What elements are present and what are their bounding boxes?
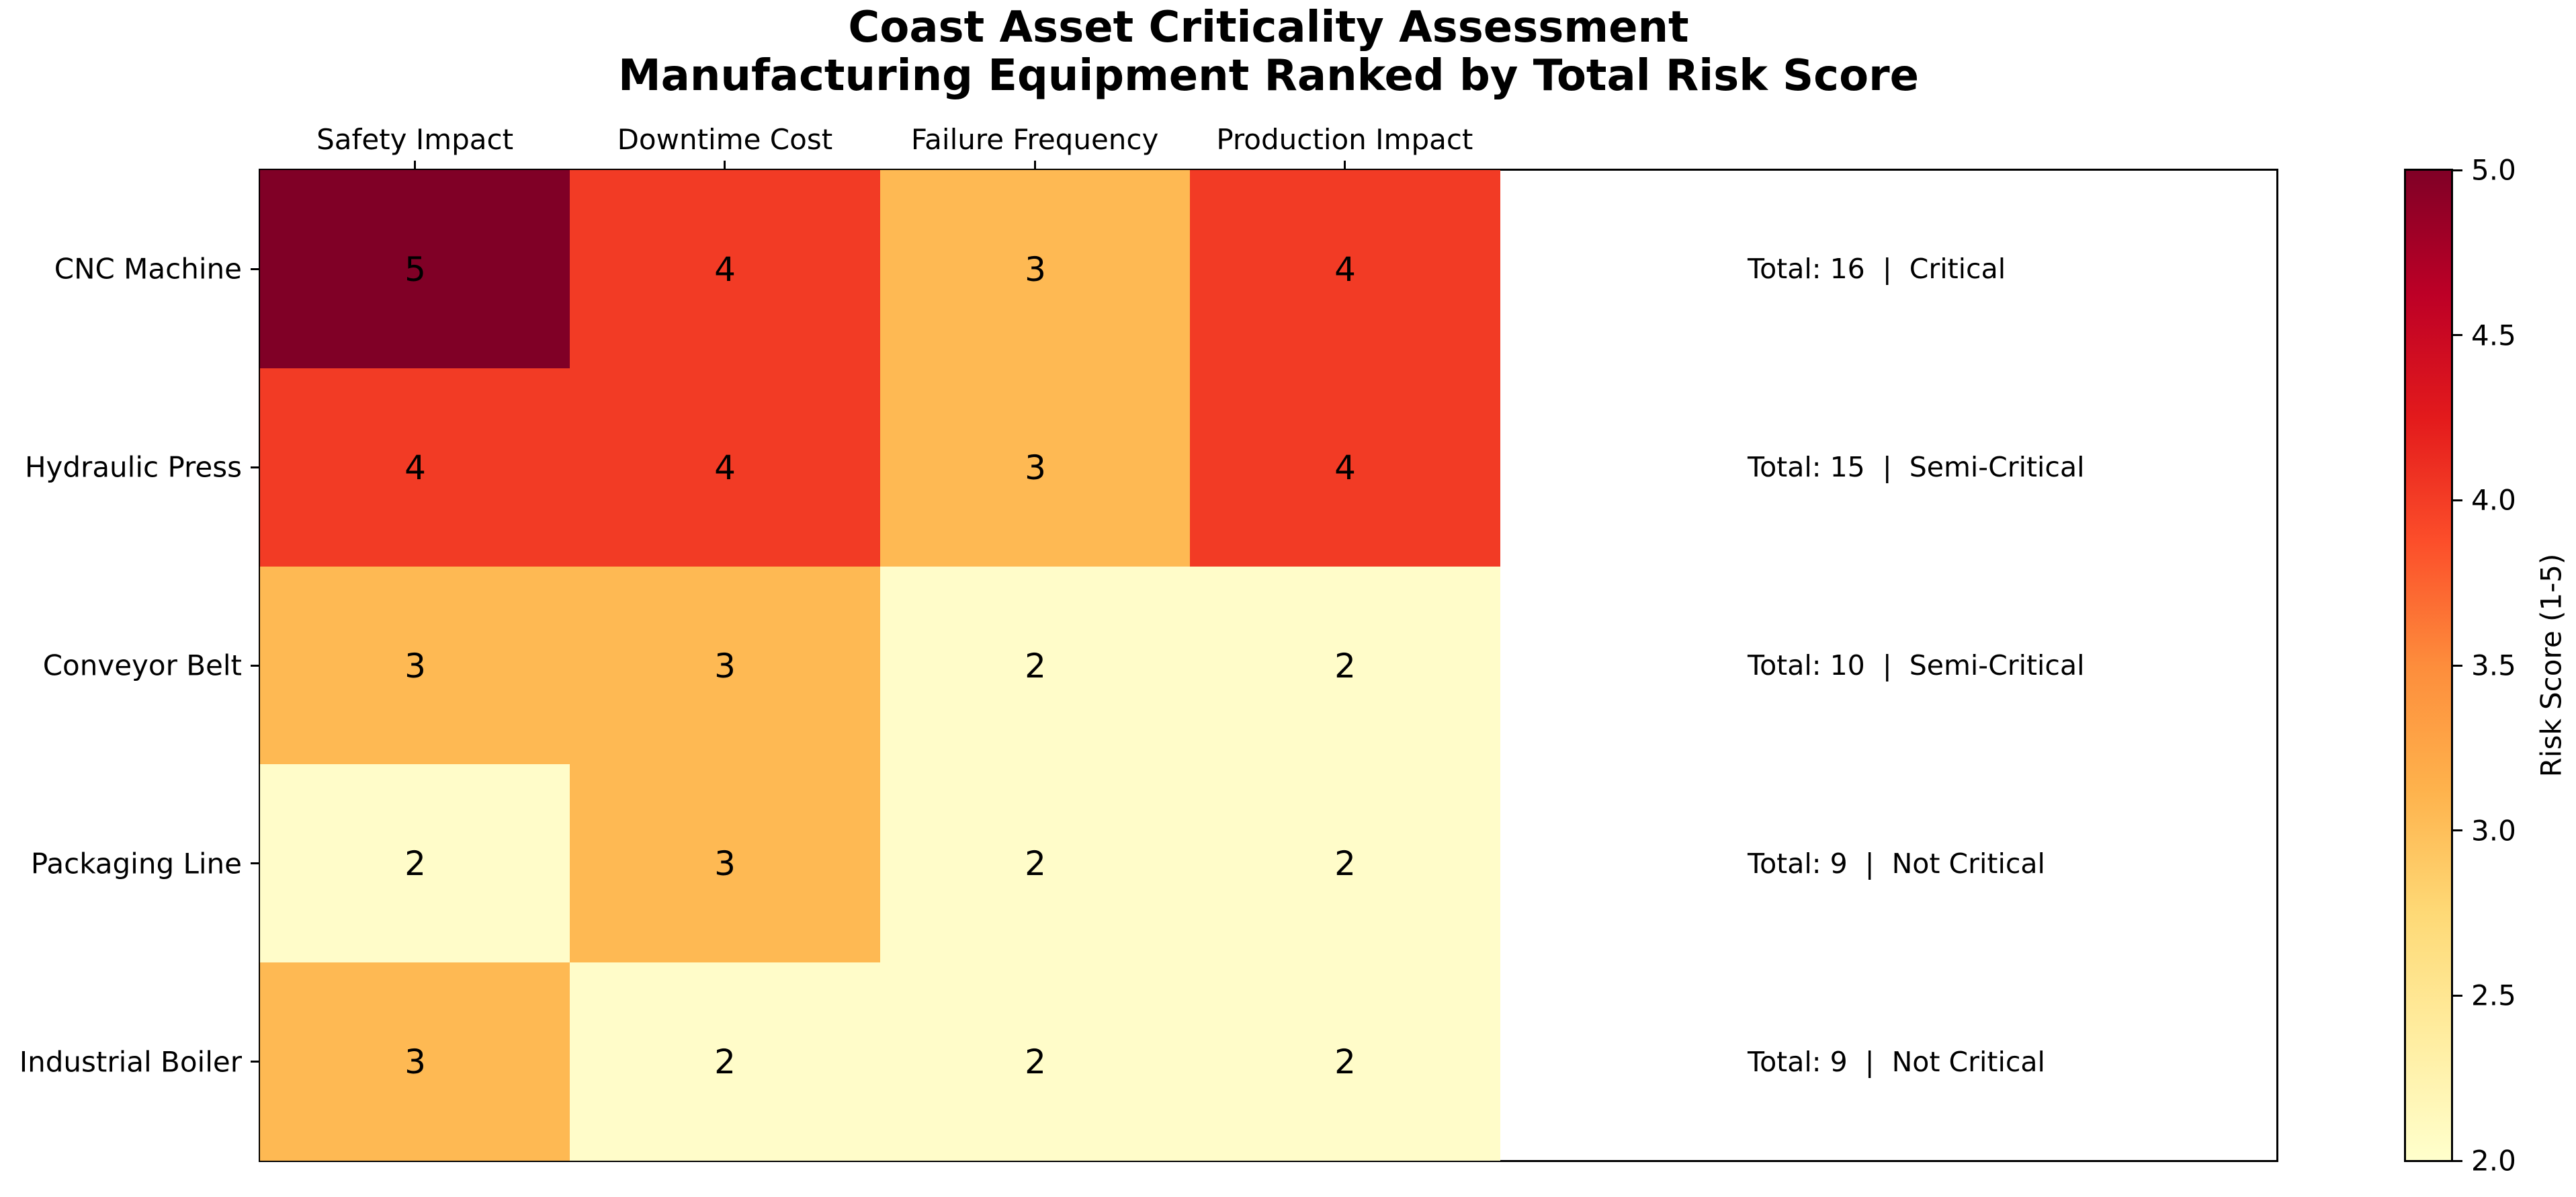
top-tick-1	[724, 161, 726, 170]
top-tick-2	[1033, 161, 1036, 170]
colorbar-tick-4	[2453, 829, 2462, 832]
heatmap-cell-4-1: 2	[570, 962, 880, 1161]
colorbar-tick-label-0: 5.0	[2471, 153, 2516, 187]
column-header-0: Safety Impact	[316, 123, 514, 156]
row-label-2: Conveyor Belt	[42, 649, 242, 682]
heatmap-cell-3-2: 2	[880, 764, 1191, 962]
chart-title-line2: Manufacturing Equipment Ranked by Total …	[617, 50, 1920, 101]
colorbar-axis-label: Risk Score (1-5)	[2534, 553, 2568, 778]
colorbar-tick-label-1: 4.5	[2471, 319, 2516, 352]
heatmap-cell-4-0: 3	[260, 962, 570, 1161]
heatmap-cell-2-0: 3	[260, 567, 570, 765]
row-total-annotation-1: Total: 15 | Semi-Critical	[1748, 451, 2085, 484]
top-tick-3	[1343, 161, 1346, 170]
row-total-annotation-2: Total: 10 | Semi-Critical	[1748, 649, 2085, 682]
row-label-1: Hydraulic Press	[24, 450, 242, 484]
row-total-annotation-3: Total: 9 | Not Critical	[1748, 847, 2045, 880]
colorbar	[2404, 169, 2453, 1162]
left-tick-4	[251, 1061, 260, 1063]
heatmap-cell-2-2: 2	[880, 567, 1191, 765]
row-label-4: Industrial Boiler	[19, 1045, 242, 1079]
heatmap-cell-0-1: 4	[570, 170, 880, 368]
row-label-3: Packaging Line	[30, 847, 242, 880]
colorbar-tick-3	[2453, 664, 2462, 667]
heatmap-cell-4-2: 2	[880, 962, 1191, 1161]
chart-title: Coast Asset Criticality Assessment Manuf…	[260, 3, 2277, 101]
heatmap-cell-1-3: 4	[1190, 368, 1500, 567]
heatmap-cell-2-3: 2	[1190, 567, 1500, 765]
column-header-1: Downtime Cost	[617, 123, 833, 156]
colorbar-tick-5	[2453, 994, 2462, 997]
top-tick-0	[414, 161, 417, 170]
colorbar-tick-label-5: 2.5	[2471, 979, 2516, 1012]
chart-title-line1: Coast Asset Criticality Assessment	[848, 3, 1689, 52]
heatmap-cell-3-1: 3	[570, 764, 880, 962]
column-header-3: Production Impact	[1216, 123, 1473, 156]
left-tick-1	[251, 466, 260, 468]
heatmap-cell-2-1: 3	[570, 567, 880, 765]
left-tick-0	[251, 267, 260, 270]
heatmap-cell-1-0: 4	[260, 368, 570, 567]
heatmap-cell-0-2: 3	[880, 170, 1191, 368]
row-total-annotation-0: Total: 16 | Critical	[1748, 253, 2006, 286]
heatmap-cell-4-3: 2	[1190, 962, 1500, 1161]
colorbar-tick-6	[2453, 1159, 2462, 1162]
heatmap-cell-3-3: 2	[1190, 764, 1500, 962]
heatmap-cell-1-2: 3	[880, 368, 1191, 567]
row-total-annotation-4: Total: 9 | Not Critical	[1748, 1045, 2045, 1078]
column-header-2: Failure Frequency	[910, 123, 1159, 156]
colorbar-tick-label-2: 4.0	[2471, 483, 2516, 517]
colorbar-tick-2	[2453, 499, 2462, 501]
colorbar-tick-label-4: 3.0	[2471, 814, 2516, 848]
left-tick-2	[251, 664, 260, 667]
heatmap-cell-0-0: 5	[260, 170, 570, 368]
colorbar-tick-1	[2453, 334, 2462, 337]
row-label-0: CNC Machine	[54, 252, 242, 286]
heatmap-cell-0-3: 4	[1190, 170, 1500, 368]
colorbar-tick-label-6: 2.0	[2471, 1144, 2516, 1178]
colorbar-tick-0	[2453, 169, 2462, 171]
heatmap-cell-1-1: 4	[570, 368, 880, 567]
colorbar-tick-label-3: 3.5	[2471, 649, 2516, 682]
left-tick-3	[251, 862, 260, 865]
heatmap-cell-3-0: 2	[260, 764, 570, 962]
